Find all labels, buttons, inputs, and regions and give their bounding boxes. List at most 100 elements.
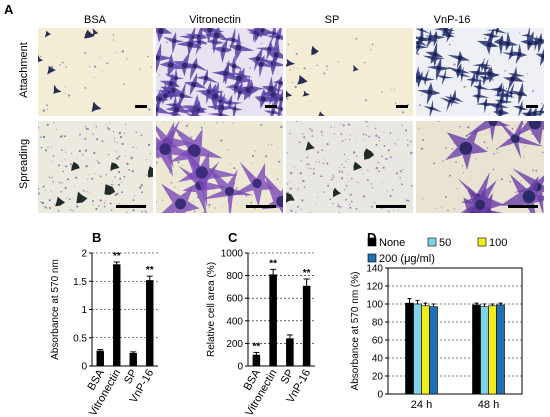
significance-mark: **	[252, 341, 260, 352]
debris-speck	[97, 161, 100, 164]
debris-speck	[310, 212, 312, 213]
cell-nucleus	[276, 195, 283, 208]
debris-speck	[453, 142, 455, 144]
debris-speck	[114, 52, 116, 54]
debris-speck	[208, 206, 210, 208]
debris-speck	[375, 134, 378, 137]
cell	[47, 65, 56, 75]
significance-mark: **	[303, 268, 311, 279]
debris-speck	[486, 147, 489, 149]
debris-speck	[353, 151, 356, 154]
debris-speck	[289, 181, 291, 183]
panel-a-label: A	[4, 2, 14, 17]
debris-speck	[111, 180, 113, 182]
debris-speck	[291, 82, 293, 84]
cell	[311, 45, 319, 56]
bar	[413, 303, 422, 395]
cell	[207, 89, 234, 109]
cell-nucleus	[509, 52, 513, 56]
debris-speck	[366, 179, 369, 182]
debris-speck	[306, 156, 309, 159]
cell-nucleus	[276, 35, 281, 40]
cell-nucleus	[196, 107, 201, 112]
debris-speck	[332, 202, 334, 205]
debris-speck	[382, 166, 385, 169]
cell	[161, 183, 200, 213]
debris-speck	[418, 128, 420, 130]
debris-speck	[163, 121, 165, 122]
debris-speck	[229, 162, 231, 164]
debris-speck	[492, 80, 494, 82]
cell-nucleus	[472, 78, 475, 82]
cell	[76, 191, 88, 204]
debris-speck	[365, 121, 368, 123]
debris-speck	[172, 170, 173, 171]
debris-speck	[309, 128, 312, 131]
cell	[535, 48, 544, 67]
cell	[55, 196, 66, 207]
debris-speck	[148, 108, 151, 111]
cell-nucleus	[443, 28, 447, 32]
debris-speck	[84, 87, 87, 89]
cell	[460, 180, 503, 213]
debris-speck	[123, 132, 126, 134]
debris-speck	[356, 139, 358, 141]
debris-speck	[332, 176, 335, 179]
debris-speck	[200, 126, 203, 129]
debris-speck	[317, 151, 319, 154]
debris-speck	[308, 163, 310, 166]
cell	[318, 111, 325, 116]
cell	[297, 75, 308, 85]
cell-nucleus	[228, 101, 232, 105]
debris-speck	[221, 205, 223, 207]
debris-speck	[208, 203, 211, 207]
debris-speck	[512, 170, 514, 172]
debris-speck	[381, 91, 383, 93]
debris-speck	[125, 123, 127, 125]
debris-speck	[308, 167, 310, 169]
panel-d-label: D	[367, 230, 377, 245]
debris-speck	[442, 160, 444, 162]
cell	[286, 58, 296, 67]
debris-speck	[532, 90, 534, 93]
debris-speck	[48, 176, 51, 179]
debris-speck	[83, 190, 85, 192]
debris-speck	[41, 202, 42, 204]
debris-speck	[374, 127, 377, 130]
debris-speck	[204, 43, 207, 46]
cell-nucleus	[197, 40, 202, 44]
debris-speck	[70, 209, 72, 211]
cell	[416, 28, 431, 39]
debris-speck	[355, 37, 358, 40]
cell	[269, 88, 283, 111]
debris-speck	[320, 130, 323, 133]
scale-bar	[246, 205, 276, 208]
debris-speck	[484, 37, 487, 40]
bar	[96, 350, 104, 366]
debris-speck	[375, 143, 378, 146]
debris-speck	[98, 205, 100, 207]
debris-speck	[123, 83, 125, 86]
debris-speck	[73, 185, 75, 187]
debris-speck	[61, 61, 64, 64]
debris-speck	[51, 177, 53, 179]
debris-speck	[449, 174, 451, 177]
cell	[333, 187, 342, 198]
debris-speck	[84, 137, 87, 140]
debris-speck	[310, 100, 311, 102]
debris-speck	[233, 167, 236, 170]
cell-nucleus	[260, 28, 265, 33]
cell-nucleus	[538, 38, 543, 43]
cell-nucleus	[224, 186, 235, 196]
debris-speck	[61, 182, 63, 184]
debris-speck	[405, 129, 408, 132]
legend-swatch	[367, 253, 377, 263]
y-tick-label: 120	[366, 282, 383, 293]
cell-nucleus	[213, 32, 220, 39]
debris-speck	[463, 85, 466, 88]
debris-speck	[298, 141, 301, 144]
chart-b: Absorbance at 570 nm00.511.52BSA**Vitron…	[50, 249, 158, 417]
cell	[110, 162, 120, 171]
cell-nucleus	[238, 90, 242, 94]
cell-nucleus	[212, 93, 219, 100]
